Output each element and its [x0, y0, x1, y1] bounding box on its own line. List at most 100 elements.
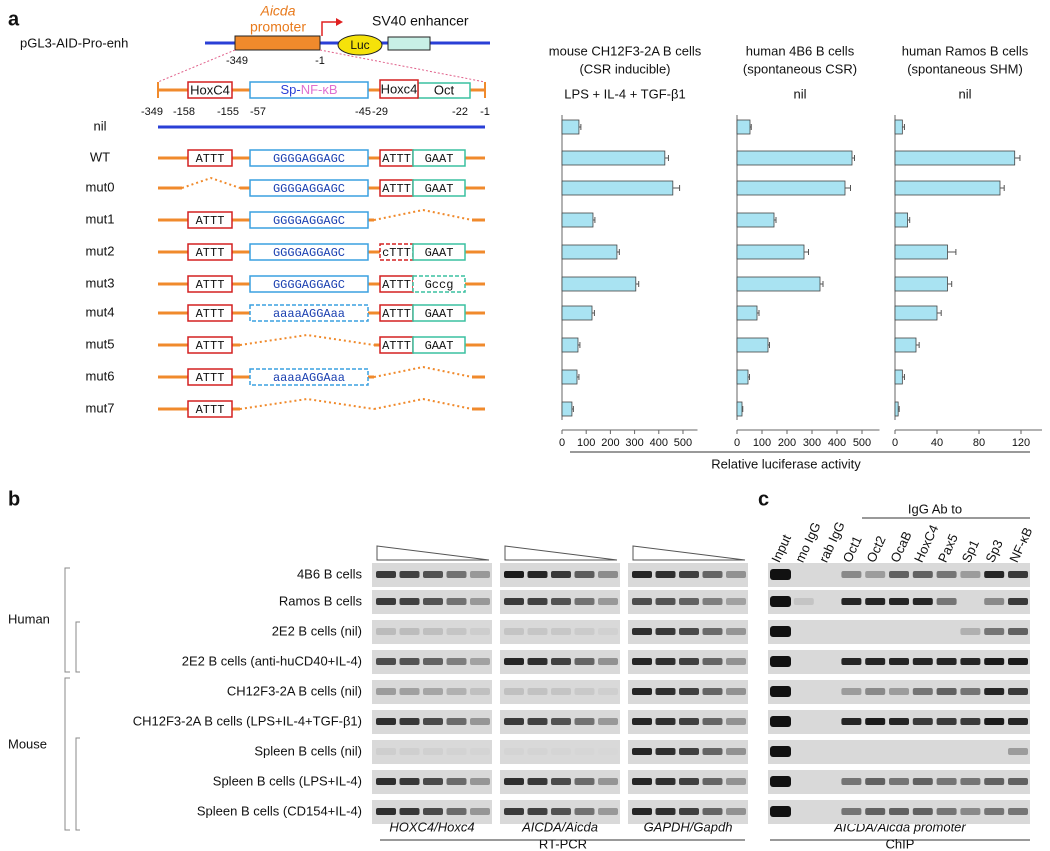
lane-label: Oct2: [863, 533, 888, 564]
gel-band: [504, 718, 524, 725]
gel-band: [551, 748, 571, 755]
lane-label: Sp3: [982, 537, 1005, 564]
error-bar: [804, 249, 809, 255]
species-bracket: [64, 567, 80, 831]
gel-band: [770, 596, 791, 607]
gel-band: [770, 656, 791, 667]
element-box: [412, 149, 466, 167]
element-box: [249, 149, 369, 167]
gel-band: [423, 658, 443, 665]
gel-band: [598, 628, 618, 635]
gel-band: [841, 718, 862, 725]
gel-band: [702, 628, 723, 635]
element-box: [187, 149, 233, 167]
bar: [736, 401, 743, 417]
error-bar: [947, 281, 953, 287]
gel-band: [865, 718, 886, 725]
gel-band: [528, 748, 548, 755]
gel-band: [841, 598, 862, 605]
sequence: GGGGAGGAGC: [273, 214, 345, 228]
x-tick-label: 500: [674, 437, 692, 449]
x-tick-label: 200: [778, 437, 796, 449]
gel-strip: [372, 740, 492, 764]
bar: [561, 180, 674, 196]
element-box: [249, 275, 369, 293]
gel-band: [865, 658, 886, 665]
element-box: [187, 304, 233, 322]
position: -57: [250, 106, 266, 118]
gel-band: [702, 598, 723, 605]
gel-band: [984, 778, 1005, 785]
sequence: GAAT: [425, 246, 454, 260]
gel-band: [447, 748, 467, 755]
sequence: ATTT: [196, 214, 225, 228]
gel-band: [960, 688, 981, 695]
gel-band: [889, 778, 909, 785]
element-box: [249, 304, 369, 322]
bar: [561, 401, 573, 417]
deletion: [373, 365, 473, 378]
deletion: [239, 333, 375, 346]
bar: [561, 369, 578, 385]
gel-strip: [372, 620, 492, 644]
gel-band: [574, 778, 595, 785]
gel-band: [423, 628, 443, 635]
gel-band: [446, 808, 467, 815]
gel-band: [841, 658, 862, 665]
gel-band: [936, 718, 957, 725]
gel-band: [423, 598, 443, 605]
gel-band: [726, 598, 746, 605]
element-box: [412, 179, 466, 197]
deletion: [181, 176, 241, 189]
error-bar: [898, 406, 900, 412]
bar: [736, 276, 821, 292]
gel-band: [841, 778, 862, 785]
element-box: [187, 336, 233, 354]
element-box: [249, 211, 369, 229]
gel-band: [912, 718, 933, 725]
gel-band: [470, 598, 490, 605]
gel-band: [376, 748, 396, 755]
error-bar: [947, 249, 957, 255]
gel-band: [679, 778, 699, 785]
element-box: [412, 304, 466, 322]
gel-strip: [372, 680, 492, 704]
bar: [894, 305, 938, 321]
element-box: [249, 243, 369, 261]
gel-band: [632, 748, 652, 755]
promoter-box: [234, 35, 321, 51]
gene-label: AICDA/Aicda: [521, 819, 598, 834]
bar: [894, 369, 903, 385]
method-label: RT-PCR: [539, 836, 587, 851]
gel-band: [527, 718, 548, 725]
deletion: [239, 397, 375, 410]
hox-box: [187, 81, 233, 99]
gel-band: [865, 808, 886, 815]
gel-band: [865, 571, 886, 578]
error-bar: [768, 342, 770, 348]
element-label: Oct: [434, 82, 455, 97]
error-bar: [748, 374, 750, 380]
x-tick-label: 300: [803, 437, 821, 449]
bar: [736, 244, 805, 260]
element-box: [187, 368, 233, 386]
x-tick-label: 40: [931, 437, 943, 449]
gel-band: [598, 718, 618, 725]
sample-label: Spleen B cells (CD154+IL-4): [197, 803, 362, 818]
bar: [561, 119, 580, 135]
gel-band: [504, 688, 524, 695]
error-bar: [664, 155, 669, 161]
error-bar: [616, 249, 620, 255]
gel-strip: [500, 620, 620, 644]
gel-band: [984, 808, 1005, 815]
gel-band: [960, 628, 981, 635]
element-box: [412, 336, 466, 354]
gel-band: [1008, 688, 1028, 695]
gel-band: [527, 571, 548, 578]
error-bar: [592, 217, 596, 223]
titration-wedge: [376, 545, 490, 561]
sequence: GAAT: [425, 152, 454, 166]
chart-condition: LPS + IL-4 + TGF-β1: [564, 86, 685, 101]
error-bar: [1014, 155, 1021, 161]
sequence: ATTT: [382, 307, 411, 321]
